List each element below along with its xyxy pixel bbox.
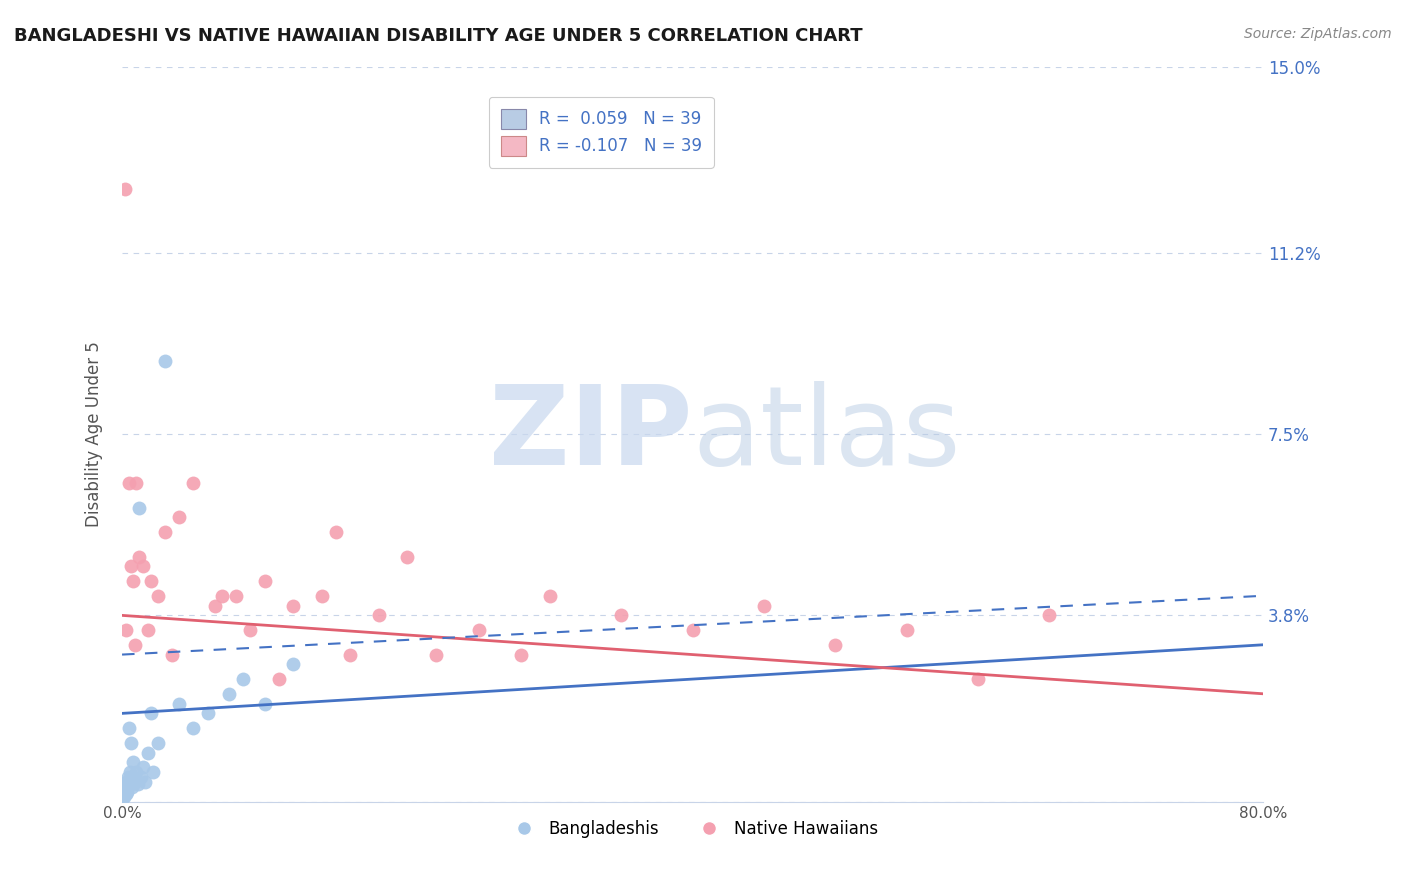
Point: [160, 648, 183, 662]
Point: [538, 589, 561, 603]
Point: [112, 789, 135, 804]
Point: [128, 549, 150, 564]
Point: [232, 672, 254, 686]
Point: [211, 589, 233, 603]
Point: [682, 623, 704, 637]
Point: [225, 589, 247, 603]
Point: [120, 777, 142, 791]
Point: [239, 623, 262, 637]
Point: [824, 638, 846, 652]
Point: [118, 765, 141, 780]
Point: [467, 623, 489, 637]
Point: [125, 476, 148, 491]
Point: [114, 782, 136, 797]
Point: [132, 760, 155, 774]
Point: [129, 770, 152, 784]
Point: [896, 623, 918, 637]
Text: BANGLADESHI VS NATIVE HAWAIIAN DISABILITY AGE UNDER 5 CORRELATION CHART: BANGLADESHI VS NATIVE HAWAIIAN DISABILIT…: [14, 27, 863, 45]
Point: [114, 787, 136, 801]
Point: [125, 765, 148, 780]
Point: [197, 706, 219, 721]
Point: [311, 589, 333, 603]
Point: [112, 785, 135, 799]
Point: [153, 353, 176, 368]
Point: [183, 476, 205, 491]
Point: [112, 787, 135, 801]
Point: [142, 765, 165, 780]
Point: [218, 687, 240, 701]
Point: [183, 721, 205, 735]
Point: [115, 775, 138, 789]
Point: [115, 623, 138, 637]
Point: [146, 736, 169, 750]
Point: [120, 559, 142, 574]
Y-axis label: Disability Age Under 5: Disability Age Under 5: [86, 341, 103, 527]
Point: [153, 525, 176, 540]
Point: [139, 574, 162, 588]
Point: [425, 648, 447, 662]
Point: [136, 623, 159, 637]
Point: [124, 775, 146, 789]
Point: [1038, 608, 1060, 623]
Point: [128, 500, 150, 515]
Point: [127, 777, 149, 791]
Point: [118, 476, 141, 491]
Point: [117, 775, 139, 789]
Point: [339, 648, 361, 662]
Point: [117, 770, 139, 784]
Point: [118, 721, 141, 735]
Point: [267, 672, 290, 686]
Point: [114, 780, 136, 794]
Point: [112, 785, 135, 799]
Point: [396, 549, 419, 564]
Point: [610, 608, 633, 623]
Point: [510, 648, 533, 662]
Point: [283, 657, 305, 672]
Point: [325, 525, 347, 540]
Point: [114, 182, 136, 196]
Text: Source: ZipAtlas.com: Source: ZipAtlas.com: [1244, 27, 1392, 41]
Point: [139, 706, 162, 721]
Point: [132, 559, 155, 574]
Point: [367, 608, 389, 623]
Point: [124, 638, 146, 652]
Point: [253, 697, 276, 711]
Legend: Bangladeshis, Native Hawaiians: Bangladeshis, Native Hawaiians: [501, 814, 884, 845]
Point: [204, 599, 226, 613]
Point: [122, 756, 145, 770]
Point: [111, 789, 134, 804]
Point: [114, 780, 136, 794]
Point: [134, 775, 156, 789]
Text: atlas: atlas: [693, 381, 962, 488]
Point: [120, 736, 142, 750]
Point: [146, 589, 169, 603]
Point: [115, 786, 138, 800]
Point: [115, 785, 138, 799]
Point: [253, 574, 276, 588]
Point: [167, 697, 190, 711]
Point: [966, 672, 988, 686]
Point: [283, 599, 305, 613]
Point: [136, 746, 159, 760]
Point: [121, 780, 143, 794]
Point: [752, 599, 775, 613]
Text: ZIP: ZIP: [489, 381, 693, 488]
Point: [122, 574, 145, 588]
Point: [167, 510, 190, 524]
